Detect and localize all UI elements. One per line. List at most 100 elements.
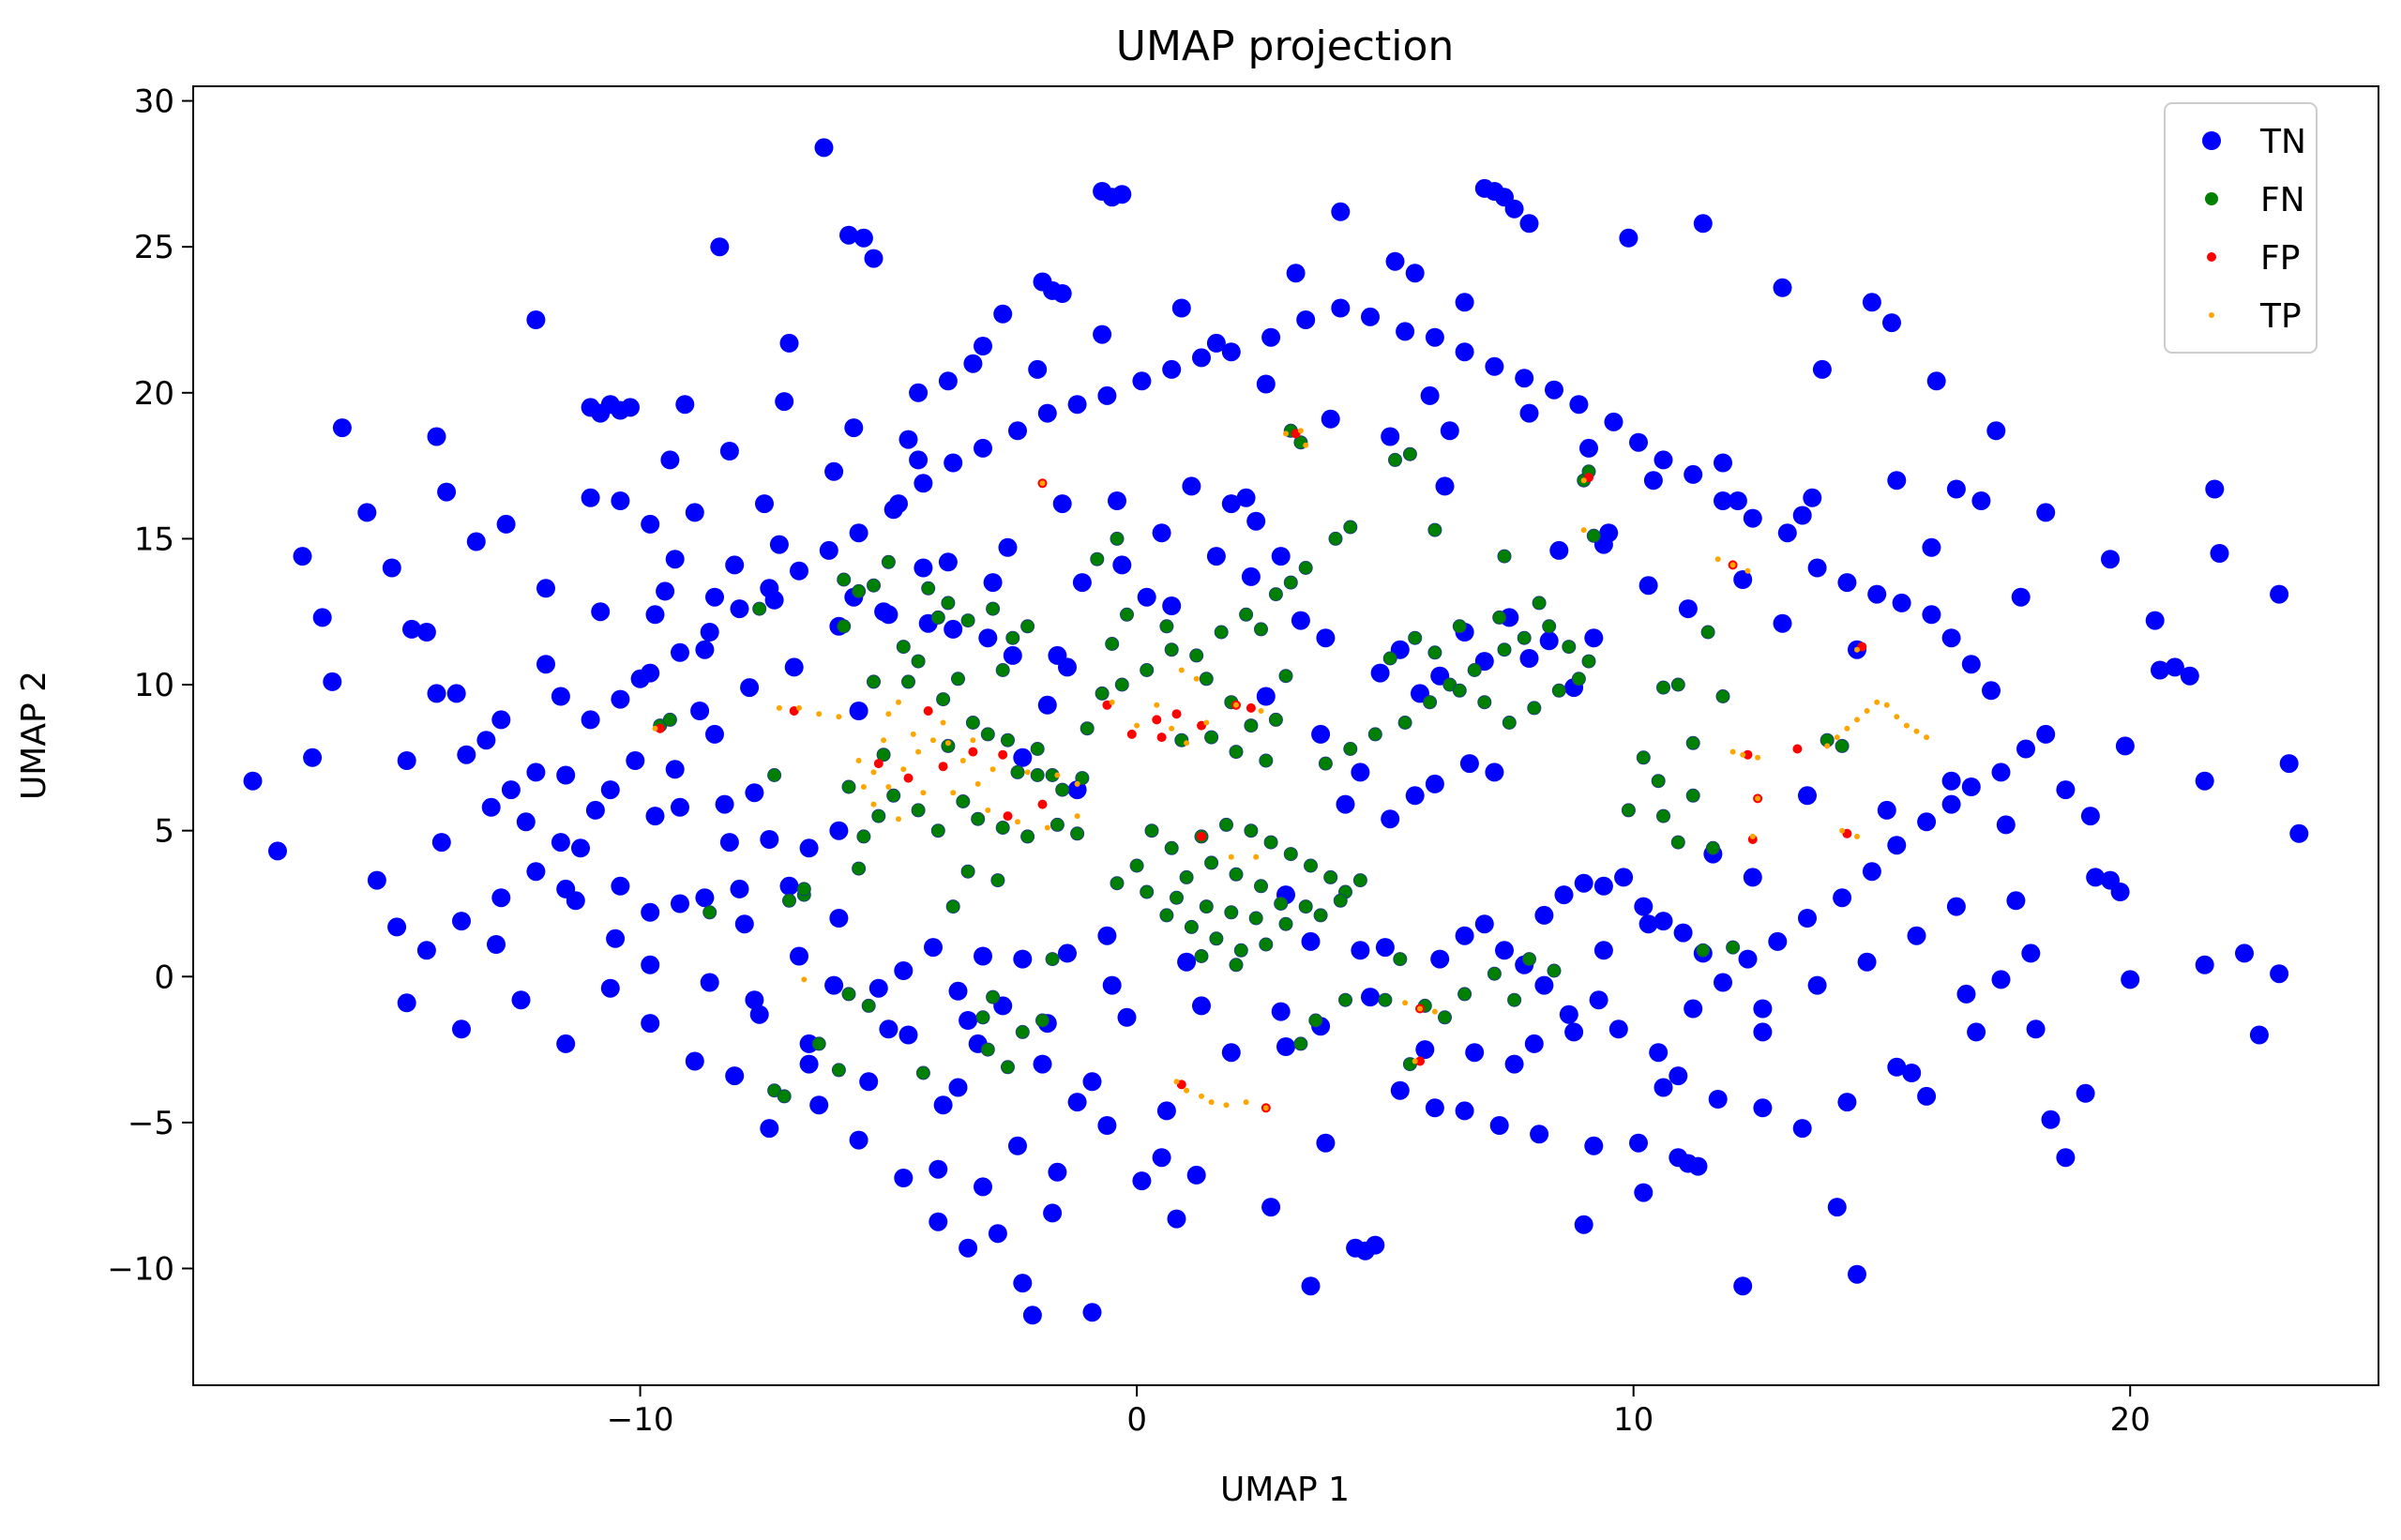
point-tn <box>1803 488 1822 507</box>
point-tp <box>974 780 981 787</box>
point-tn <box>487 935 506 954</box>
point-tp <box>1193 675 1200 682</box>
point-tn <box>734 914 754 934</box>
point-fn <box>886 788 901 803</box>
point-tp <box>1303 442 1309 448</box>
point-tn <box>1033 1054 1052 1074</box>
point-fn <box>1308 1013 1323 1028</box>
point-fn <box>1224 905 1239 920</box>
point-tn <box>1316 1133 1336 1153</box>
point-tp <box>860 784 867 790</box>
point-tn <box>1604 412 1623 431</box>
point-tn <box>1584 628 1604 648</box>
point-fn <box>1110 531 1125 546</box>
point-tn <box>1733 570 1753 589</box>
point-fn <box>1159 619 1174 634</box>
point-tn <box>1956 984 1976 1004</box>
point-tn <box>1867 584 1887 604</box>
point-tn <box>2151 660 2169 680</box>
y-tick-label: 30 <box>134 83 174 121</box>
point-tn <box>397 993 416 1013</box>
point-tn <box>959 1238 978 1258</box>
point-tn <box>749 1004 769 1024</box>
point-tn <box>476 731 496 750</box>
point-tn <box>600 780 620 800</box>
point-fn <box>702 905 717 920</box>
legend-box <box>2164 102 2318 354</box>
point-tn <box>1058 657 1077 677</box>
plot-background <box>193 86 2378 1385</box>
legend-label-tn: TN <box>2259 123 2306 161</box>
point-tp <box>930 737 936 744</box>
point-tp <box>944 740 951 747</box>
point-tp <box>1844 725 1850 732</box>
point-tn <box>784 657 804 677</box>
point-fn <box>1248 911 1263 926</box>
point-tn <box>611 876 630 896</box>
point-fn <box>662 712 677 727</box>
point-tp <box>1184 1087 1190 1094</box>
point-fn <box>1229 958 1244 973</box>
point-tn <box>760 1119 779 1139</box>
point-tn <box>1678 599 1698 619</box>
point-tn <box>1902 1064 1922 1082</box>
point-tn <box>983 573 1003 593</box>
point-tn <box>1643 471 1663 491</box>
point-tn <box>1833 888 1852 908</box>
point-tn <box>268 841 287 861</box>
point-tn <box>526 310 546 329</box>
point-fn <box>1352 873 1367 888</box>
point-fn <box>1244 718 1259 733</box>
point-fn <box>1705 840 1720 855</box>
point-tn <box>1634 1183 1654 1202</box>
point-fn <box>1685 735 1700 750</box>
point-tp <box>950 790 957 796</box>
y-tick-label: 5 <box>154 813 174 851</box>
point-tn <box>641 514 660 534</box>
point-fn <box>1244 823 1259 838</box>
point-tn <box>1361 988 1380 1007</box>
point-tn <box>1256 374 1276 394</box>
point-tn <box>431 833 451 853</box>
point-tn <box>1455 1101 1474 1121</box>
point-tp <box>1854 646 1860 653</box>
point-tn <box>1887 836 1907 855</box>
point-fn <box>1020 619 1035 634</box>
point-tp <box>1178 667 1185 673</box>
point-tp <box>1054 772 1061 778</box>
point-fp <box>1156 732 1167 743</box>
point-tn <box>963 354 983 373</box>
legend-label-fn: FN <box>2260 181 2305 219</box>
point-fn <box>945 899 960 914</box>
point-tp <box>1243 1099 1249 1106</box>
point-tn <box>501 780 521 800</box>
point-fn <box>1517 630 1532 645</box>
point-fn <box>941 596 956 611</box>
point-tn <box>1296 310 1316 329</box>
y-tick-label: −10 <box>107 1251 174 1289</box>
point-fn <box>1522 952 1536 967</box>
point-tp <box>836 714 842 720</box>
point-tn <box>1534 975 1554 995</box>
point-tn <box>1714 453 1732 473</box>
point-fn <box>1581 654 1596 669</box>
point-tn <box>675 395 695 415</box>
legend-marker-tp <box>2209 312 2214 318</box>
point-tn <box>626 751 645 770</box>
point-tn <box>1102 975 1122 995</box>
point-fn <box>1189 648 1204 663</box>
point-fn <box>901 674 915 689</box>
point-fp <box>655 723 665 733</box>
point-tn <box>2006 891 2026 911</box>
point-tn <box>2270 584 2289 604</box>
point-tn <box>2056 780 2076 800</box>
point-tn <box>1608 1019 1628 1039</box>
point-tn <box>779 333 799 353</box>
point-tn <box>1321 409 1340 429</box>
point-tn <box>1917 1086 1937 1106</box>
point-fn <box>1209 931 1224 946</box>
x-tick-label: −10 <box>607 1401 674 1439</box>
point-fn <box>1726 940 1741 955</box>
point-tn <box>2021 944 2041 963</box>
point-tn <box>1132 371 1152 391</box>
